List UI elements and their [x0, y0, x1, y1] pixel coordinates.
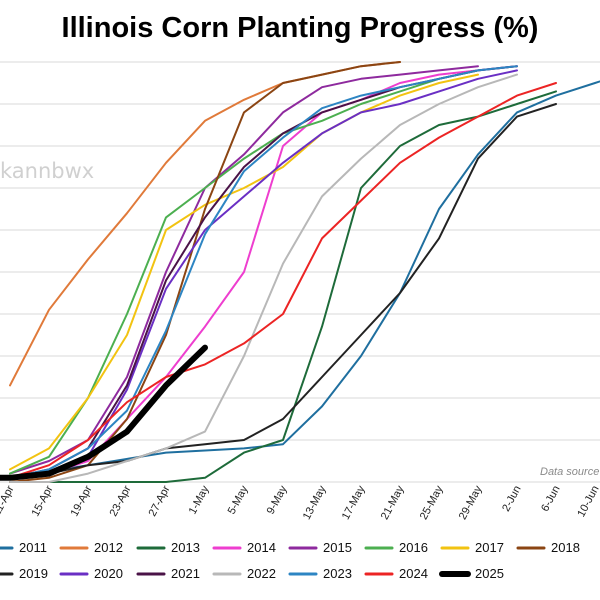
x-tick-label: 9-May [265, 483, 290, 516]
x-tick-label: 17-May [340, 483, 368, 521]
x-axis-tick-labels: 11-Apr 15-Apr 19-Apr 23-Apr 27-Apr 1-May 5-May… [0, 483, 600, 521]
x-tick-label: 27-Apr [147, 483, 173, 518]
x-tick-label: 21-May [379, 483, 407, 521]
x-tick-label: 25-May [418, 483, 446, 521]
x-tick-label: 11-Apr [0, 483, 17, 517]
series-line-2013 [9, 90, 557, 483]
legend-label-2014: 2014 [247, 540, 276, 555]
series-line-2023 [9, 65, 518, 479]
legend-label-2019: 2019 [19, 566, 48, 581]
series-line-2017 [9, 73, 479, 471]
legend-label-2020: 2020 [94, 566, 123, 581]
chart-title: Illinois Corn Planting Progress (%) [61, 12, 539, 44]
x-tick-label: 6-Jun [539, 484, 563, 514]
series-lines [0, 61, 600, 483]
legend-label-2018: 2018 [551, 540, 580, 555]
x-tick-label: 13-May [301, 483, 329, 521]
x-tick-label: 1-May [187, 483, 212, 516]
legend-label-2024: 2024 [399, 566, 428, 581]
x-tick-label: 2-Jun [500, 484, 524, 514]
watermark-text: kannbwx [0, 159, 94, 183]
legend-label-2022: 2022 [247, 566, 276, 581]
x-tick-label: 19-Apr [69, 483, 95, 518]
legend-label-2013: 2013 [171, 540, 200, 555]
series-line-2011 [0, 80, 600, 480]
series-line-2020 [9, 69, 518, 479]
legend-label-2021: 2021 [171, 566, 200, 581]
series-line-2019 [9, 103, 557, 479]
series-line-2022 [9, 73, 518, 483]
series-line-2025 [0, 344, 208, 481]
x-tick-label: 29-May [457, 483, 485, 521]
legend: 2011 2012 2013 2014 2015 2016 2017 2018 2019 2020… [0, 540, 580, 581]
x-tick-label: 10-Jun [575, 484, 600, 519]
legend-label-2015: 2015 [323, 540, 352, 555]
legend-label-2025: 2025 [475, 566, 504, 581]
data-source-note: Data source [540, 466, 599, 478]
legend-label-2017: 2017 [475, 540, 504, 555]
legend-label-2012: 2012 [94, 540, 123, 555]
x-tick-label: 23-Apr [108, 483, 134, 518]
series-line-2012 [9, 61, 401, 387]
series-line-2018 [9, 61, 401, 483]
legend-label-2023: 2023 [323, 566, 352, 581]
legend-label-2011: 2011 [19, 540, 47, 555]
x-tick-label: 15-Apr [30, 483, 56, 518]
series-line-2024 [9, 82, 557, 479]
x-tick-label: 5-May [226, 483, 251, 516]
legend-label-2016: 2016 [399, 540, 428, 555]
